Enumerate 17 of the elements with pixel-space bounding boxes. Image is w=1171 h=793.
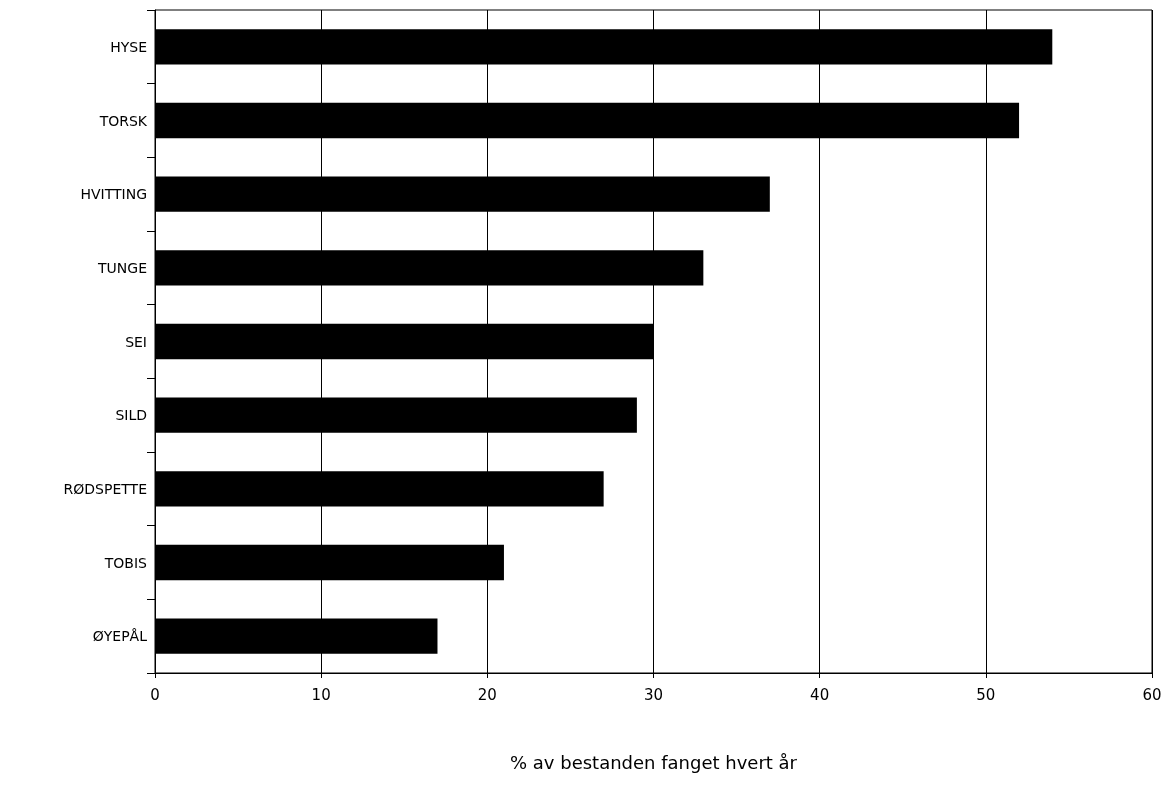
- y-tick-label: HVITTING: [80, 186, 147, 203]
- y-tick-label: TUNGE: [97, 259, 147, 276]
- y-tick-label: ØYEPÅL: [92, 628, 148, 645]
- x-tick-label: 20: [477, 685, 497, 704]
- x-tick-label: 10: [311, 685, 331, 704]
- y-tick-label: RØDSPETTE: [63, 480, 147, 497]
- y-tick-label: SEI: [125, 333, 147, 350]
- y-tick-label: TOBIS: [103, 554, 148, 571]
- x-tick-label: 50: [976, 685, 996, 704]
- x-axis-title: % av bestanden fanget hvert år: [509, 751, 798, 773]
- y-tick-label: HYSE: [110, 38, 147, 55]
- x-tick-label: 0: [150, 685, 160, 704]
- y-tick-label: TORSK: [98, 112, 148, 129]
- x-tick-label: 30: [643, 685, 664, 704]
- y-tick-label: SILD: [115, 407, 147, 424]
- x-tick-label: 60: [1142, 685, 1162, 704]
- x-tick-label: 40: [810, 685, 830, 704]
